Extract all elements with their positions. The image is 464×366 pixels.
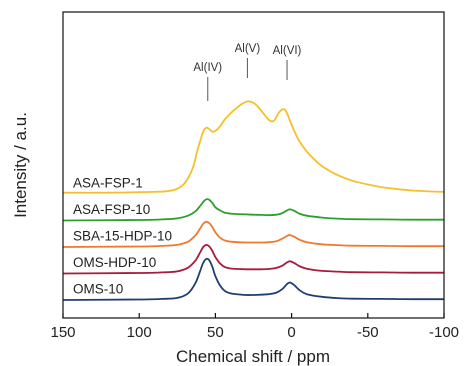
x-tick-label: -100	[429, 324, 459, 341]
peak-label-al-v: Al(V)	[235, 43, 261, 55]
series-line-oms-hdp-10	[62, 243, 444, 275]
series-label-oms-10: OMS-10	[73, 282, 123, 297]
series-label-asa-fsp-10: ASA-FSP-10	[73, 202, 150, 217]
x-axis-ticks: 150 100 50 0 -50 -100	[50, 313, 459, 341]
series-line-oms-10	[62, 257, 444, 301]
series-label-asa-fsp-1: ASA-FSP-1	[73, 176, 143, 191]
y-axis-label: Intensity / a.u.	[11, 112, 30, 218]
x-tick-label: 100	[127, 324, 152, 341]
series-label-sba-15-hdp-10: SBA-15-HDP-10	[73, 229, 172, 244]
series-line-asa-fsp-1	[62, 100, 445, 194]
peak-annotations: Al(IV) Al(V) Al(VI)	[193, 43, 302, 101]
series-label-oms-hdp-10: OMS-HDP-10	[73, 255, 156, 270]
x-tick-label: 150	[50, 324, 75, 341]
x-tick-label: 0	[287, 324, 295, 341]
x-tick-label: 50	[207, 324, 224, 341]
spectra-traces	[62, 100, 445, 301]
peak-label-al-vi: Al(VI)	[273, 45, 302, 57]
plot-frame	[62, 11, 445, 319]
x-axis-label: Chemical shift / ppm	[176, 347, 330, 366]
series-line-sba-15-hdp-10	[62, 220, 444, 248]
x-tick-label: -50	[357, 324, 379, 341]
peak-label-al-iv: Al(IV)	[193, 62, 222, 74]
series-labels: ASA-FSP-1 ASA-FSP-10 SBA-15-HDP-10 OMS-HDP-…	[73, 176, 172, 297]
series-line-asa-fsp-10	[62, 198, 444, 222]
